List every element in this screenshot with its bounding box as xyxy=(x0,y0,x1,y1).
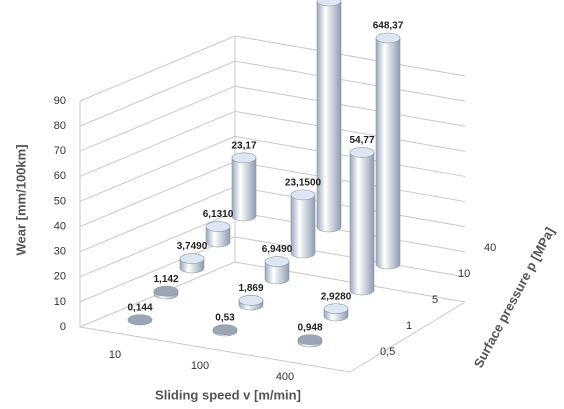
cylinder-top xyxy=(179,253,205,264)
cylinder-top xyxy=(153,285,179,297)
cylinder xyxy=(212,324,238,337)
cylinder xyxy=(179,253,205,274)
cylinder-body xyxy=(231,157,257,222)
value-label: 23,17 xyxy=(231,140,256,151)
y-tick-label: 30 xyxy=(54,246,66,258)
cylinder xyxy=(290,189,316,259)
value-label: 0,948 xyxy=(297,322,322,333)
cylinder-top xyxy=(127,314,153,325)
z-tick-label: 1 xyxy=(406,320,412,332)
x-tick-label: 10 xyxy=(109,349,121,361)
cylinder-top xyxy=(264,256,290,267)
cylinder xyxy=(375,32,401,270)
cylinder xyxy=(297,334,323,348)
value-label: 1,869 xyxy=(238,283,263,294)
cylinder-top xyxy=(375,32,401,44)
plot-walls: 0 10 20 30 40 50 60 70 80 90 10 100 400 0,5 1 5 10 40 xyxy=(54,35,496,383)
x-tick-label: 100 xyxy=(191,360,209,372)
z-tick-label: 0,5 xyxy=(380,346,395,358)
cylinder-top xyxy=(205,221,231,232)
cylinder xyxy=(264,256,290,285)
cylinder-body xyxy=(349,152,375,296)
value-label: 0,144 xyxy=(127,302,152,313)
value-label: 3,7490 xyxy=(177,241,208,252)
x-axis-title: Sliding speed v [m/min] xyxy=(155,387,301,402)
y-tick-label: 20 xyxy=(54,271,66,283)
cylinder-body xyxy=(316,0,342,233)
cylinder xyxy=(153,285,179,300)
y-tick-label: 80 xyxy=(54,120,66,132)
z-tick-label: 10 xyxy=(458,268,470,280)
cylinder-top xyxy=(297,334,323,345)
value-label: 0,53 xyxy=(215,312,235,323)
y-tick-label: 10 xyxy=(54,296,66,308)
cylinder-body xyxy=(290,194,316,259)
cylinder xyxy=(316,0,342,233)
value-label: 2,9280 xyxy=(321,291,352,302)
cylinder-top xyxy=(231,152,257,164)
cylinder-top xyxy=(238,295,264,306)
cylinder-top xyxy=(212,324,238,335)
cylinder xyxy=(238,295,264,311)
cylinder xyxy=(349,147,375,296)
cylinder xyxy=(127,314,153,326)
cylinder xyxy=(323,303,349,322)
cylinder-top xyxy=(349,147,375,158)
value-label: 23,1500 xyxy=(285,178,322,189)
value-label: 1,142 xyxy=(153,274,178,285)
cylinder-top xyxy=(290,189,316,201)
z-tick-label: 40 xyxy=(484,242,496,254)
z-tick-label: 5 xyxy=(432,294,438,306)
cylinder xyxy=(205,221,231,248)
floor-edge xyxy=(79,301,466,373)
value-label: 648,37 xyxy=(373,21,404,32)
y-tick-label: 50 xyxy=(54,195,66,207)
value-label: 6,1310 xyxy=(203,209,234,220)
cylinder-body xyxy=(264,261,290,285)
cylinder xyxy=(231,152,257,222)
bars: 23,17251,536,131023,1500648,373,74906,94… xyxy=(127,0,404,348)
cylinder-top xyxy=(316,0,342,7)
y-tick-label: 60 xyxy=(54,170,66,182)
y-axis-title: Wear [mm/100km] xyxy=(13,144,28,255)
y-tick-label: 40 xyxy=(54,220,66,232)
cylinder-top xyxy=(323,303,349,314)
cylinder-body xyxy=(375,37,401,270)
y-tick-label: 0 xyxy=(60,321,66,333)
value-label: 6,9490 xyxy=(262,244,293,255)
value-label: 54,77 xyxy=(349,135,374,146)
y-tick-label: 70 xyxy=(54,145,66,157)
x-tick-label: 400 xyxy=(276,371,294,383)
cylinder-body xyxy=(205,226,231,248)
y-tick-label: 90 xyxy=(54,95,66,107)
